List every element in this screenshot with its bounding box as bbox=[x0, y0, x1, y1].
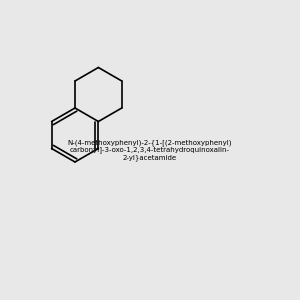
Text: N-(4-methoxyphenyl)-2-{1-[(2-methoxyphenyl)
carbonyl]-3-oxo-1,2,3,4-tetrahydroqu: N-(4-methoxyphenyl)-2-{1-[(2-methoxyphen… bbox=[68, 139, 232, 161]
